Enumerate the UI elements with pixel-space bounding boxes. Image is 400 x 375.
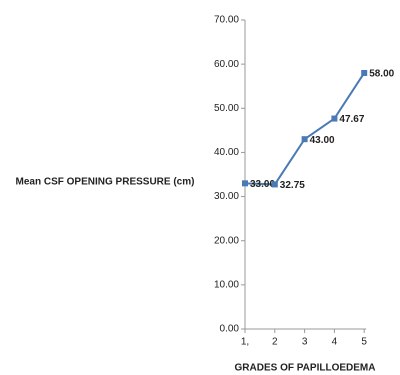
series-line: [244, 72, 366, 186]
point-marker: [271, 181, 278, 188]
y-tick-label: 0.00: [220, 324, 240, 335]
point-marker: [301, 136, 308, 143]
data-label: 43.00: [310, 135, 335, 146]
y-tick-label: 10.00: [214, 279, 239, 290]
point-marker: [361, 69, 368, 76]
y-tick-label: 50.00: [214, 103, 239, 114]
x-tick-label: 3: [302, 337, 308, 348]
data-label: 47.67: [339, 114, 364, 125]
data-label: 33.00: [250, 179, 275, 190]
y-tick-label: 60.00: [214, 59, 239, 70]
point-marker: [242, 180, 248, 187]
x-tick-label: 1,: [241, 337, 249, 348]
y-tick-label: 30.00: [214, 191, 239, 202]
y-axis-label: Mean CSF OPENING PRESSURE (cm): [16, 177, 195, 188]
y-tick-label: 70.00: [214, 15, 239, 26]
y-tick-label: 20.00: [214, 235, 239, 246]
point-marker: [331, 115, 338, 122]
x-tick-label: 2: [272, 337, 278, 348]
y-tick-label: 40.00: [214, 147, 239, 158]
data-label: 32.75: [280, 180, 305, 191]
x-tick-label: 5: [361, 337, 367, 348]
x-tick-label: 4: [332, 337, 338, 348]
x-axis-label: GRADES OF PAPILLOEDEMA: [235, 363, 376, 374]
data-label: 58.00: [369, 69, 394, 80]
